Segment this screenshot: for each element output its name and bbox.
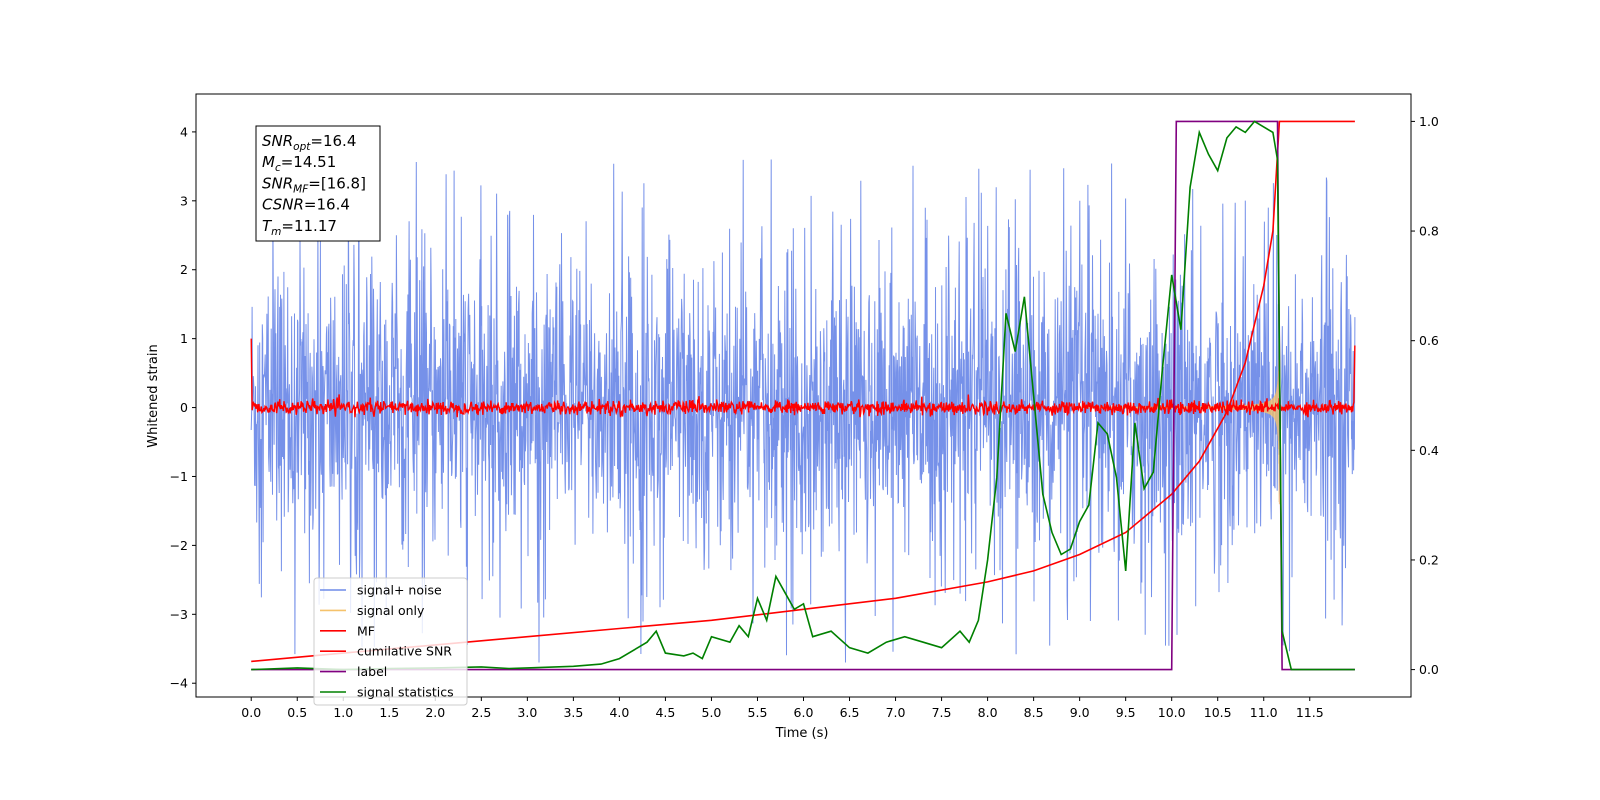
- y2-tick-label: 0.4: [1419, 443, 1439, 458]
- x-tick-label: 5.0: [702, 705, 722, 720]
- x-tick-label: 11.5: [1296, 705, 1324, 720]
- x-tick-label: 10.5: [1204, 705, 1232, 720]
- annotation-line: SNRMF=[16.8]: [262, 174, 366, 195]
- legend-label: signal+ noise: [357, 583, 442, 598]
- x-tick-label: 7.5: [932, 705, 952, 720]
- x-tick-label: 6.5: [840, 705, 860, 720]
- x-tick-label: 5.5: [748, 705, 768, 720]
- series-signal-statistics: [251, 120, 1355, 671]
- y-tick-label: 1: [180, 331, 188, 346]
- series-cumilative-snr: [251, 120, 1355, 663]
- x-tick-label: 8.0: [978, 705, 998, 720]
- annotation-line: SNRopt=16.4: [262, 132, 356, 153]
- x-tick-label: 4.0: [609, 705, 629, 720]
- series-mf: [250, 338, 1356, 418]
- annotation-line: Tm=11.17: [262, 217, 337, 238]
- legend: signal+ noise signal only MF cumilative SNR…: [313, 577, 468, 706]
- x-tick-label: 9.0: [1070, 705, 1090, 720]
- y-axis-label: Whitened strain: [146, 344, 161, 447]
- annotation-frame: [255, 125, 381, 242]
- series-signal-noise: [250, 159, 1356, 663]
- x-tick-label: 1.0: [333, 705, 353, 720]
- annotation-line: Mc=14.51: [262, 153, 336, 174]
- legend-label: signal only: [357, 603, 425, 618]
- legend-label: label: [357, 664, 387, 679]
- y-tick-label: 0: [180, 400, 188, 415]
- x-axis-label: Time (s): [775, 726, 829, 741]
- y-tick-label: −2: [170, 538, 188, 553]
- x-tick-label: 1.5: [379, 705, 399, 720]
- x-tick-label: 10.0: [1158, 705, 1186, 720]
- y-tick-label: 3: [180, 193, 188, 208]
- y2-tick-label: 0.8: [1419, 224, 1439, 239]
- x-tick-label: 6.0: [794, 705, 814, 720]
- annotation-box: SNRopt=16.4Mc=14.51SNRMF=[16.8]CSNR=16.4…: [255, 125, 381, 242]
- x-tick-label: 9.5: [1116, 705, 1136, 720]
- y-tick-label: −1: [170, 469, 188, 484]
- x-tick-label: 3.5: [563, 705, 583, 720]
- axes: 0.0 0.5 1.0 1.5 2.0 2.5 3.0 3.5 4.0 4.5 5.0 5.5 6.0 6…: [170, 114, 1439, 720]
- x-tick-label: 4.5: [655, 705, 675, 720]
- y-tick-label: −3: [170, 607, 188, 622]
- x-tick-label: 0.5: [287, 705, 307, 720]
- x-tick-label: 0.0: [241, 705, 261, 720]
- legend-label: MF: [357, 623, 375, 638]
- y2-tick-label: 1.0: [1419, 114, 1439, 129]
- x-tick-label: 3.0: [517, 705, 537, 720]
- x-tick-label: 8.5: [1024, 705, 1044, 720]
- x-tick-label: 11.0: [1250, 705, 1278, 720]
- plot-area: [250, 120, 1356, 671]
- x-tick-label: 2.0: [425, 705, 445, 720]
- y2-tick-label: 0.2: [1419, 552, 1439, 567]
- y-tick-label: 4: [180, 124, 188, 139]
- legend-label: signal statistics: [357, 685, 454, 700]
- x-tick-label: 2.5: [471, 705, 491, 720]
- legend-label: cumilative SNR: [357, 644, 452, 659]
- y-tick-label: −4: [170, 676, 188, 691]
- y-tick-label: 2: [180, 262, 188, 277]
- y2-tick-label: 0.0: [1419, 662, 1439, 677]
- x-tick-label: 7.0: [886, 705, 906, 720]
- annotation-line: CSNR=16.4: [262, 196, 350, 214]
- y2-tick-label: 0.6: [1419, 333, 1439, 348]
- legend-frame: [313, 577, 468, 706]
